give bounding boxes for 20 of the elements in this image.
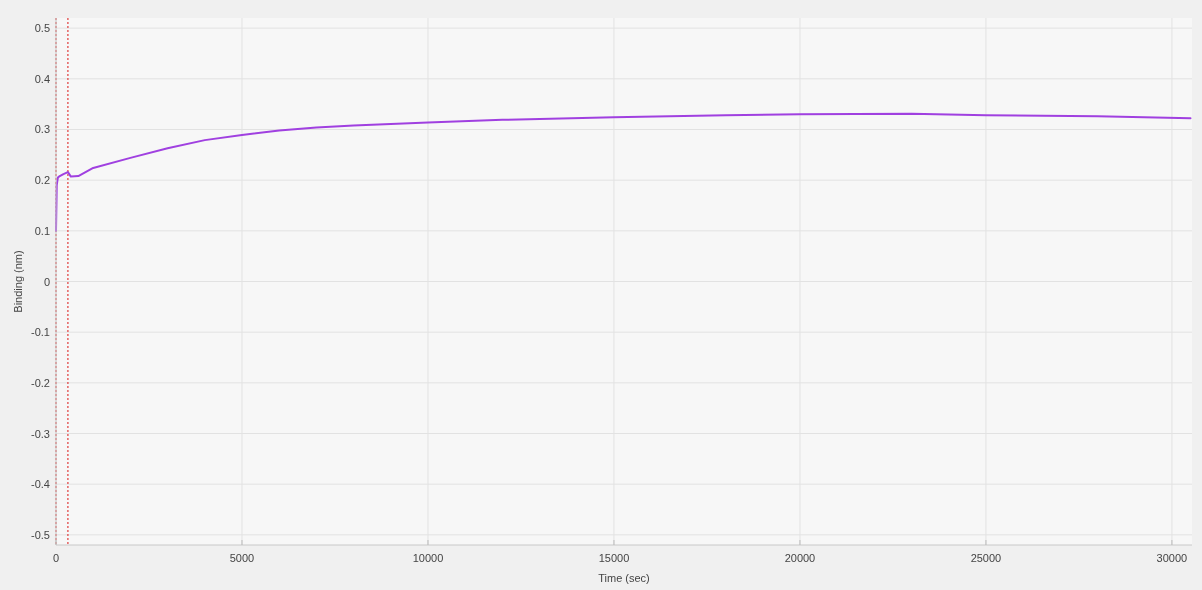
x-tick-label: 0 (52, 552, 60, 564)
x-tick-label: 20000 (784, 552, 816, 564)
x-tick-label: 15000 (598, 552, 630, 564)
x-tick-label: 30000 (1156, 552, 1188, 564)
x-axis-title: Time (sec) (598, 572, 650, 584)
y-tick-label: -0.2 (31, 376, 50, 389)
y-tick-label: 0.2 (34, 174, 50, 187)
y-tick-label: 0.5 (34, 22, 50, 35)
y-tick-label: 0 (43, 275, 50, 288)
y-tick-label: -0.5 (31, 528, 50, 541)
x-tick-label: 5000 (229, 552, 255, 564)
y-tick-label: 0.1 (34, 224, 50, 237)
x-tick-label: 25000 (970, 552, 1002, 564)
y-tick-label: 0.3 (34, 123, 50, 136)
y-tick-label: -0.4 (31, 478, 50, 491)
y-tick-label: -0.3 (31, 427, 50, 440)
y-axis-title: Binding (nm) (12, 250, 24, 313)
y-tick-label: -0.1 (31, 326, 50, 339)
x-tick-label: 10000 (412, 552, 444, 564)
y-tick-label: 0.4 (34, 72, 50, 85)
